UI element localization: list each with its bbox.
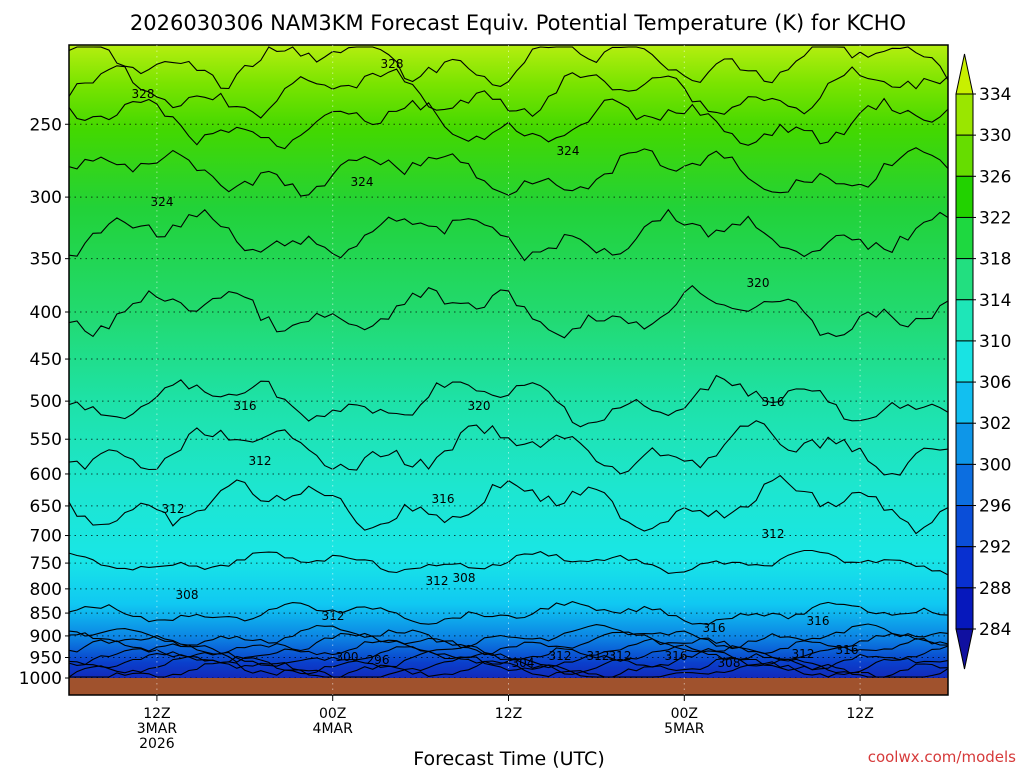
contour-line	[69, 601, 948, 626]
y-tick-label: 700	[30, 527, 62, 547]
y-tick-label: 800	[30, 580, 62, 600]
y-tick-label: 600	[30, 465, 62, 485]
colorbar-bottom-arrow	[955, 628, 974, 670]
colorbar-label: 310	[979, 332, 1011, 352]
x-tick-label: 2026	[139, 736, 175, 752]
x-tick-label: 00Z	[319, 706, 346, 722]
contour-label: 324	[151, 195, 174, 209]
colorbar-segment	[955, 463, 974, 507]
x-tick-label: 3MAR	[137, 721, 178, 737]
contour-label: 320	[468, 399, 491, 413]
contour-label: 320	[747, 276, 770, 290]
contour-label: 312	[549, 649, 572, 663]
colorbar-label: 288	[979, 579, 1011, 599]
contour-label: 316	[234, 399, 257, 413]
contour-label: 316	[703, 621, 726, 635]
y-tick-label: 350	[30, 250, 62, 270]
ground-surface	[69, 678, 948, 695]
contour-label: 296	[367, 653, 390, 667]
colorbar-label: 314	[979, 291, 1011, 311]
colorbar-label: 326	[979, 167, 1011, 187]
contour-line	[69, 420, 948, 476]
y-tick-label: 250	[30, 115, 62, 135]
colorbar-segment	[955, 340, 974, 383]
y-tick-label: 450	[30, 350, 62, 370]
contour-label: 316	[762, 395, 785, 409]
colorbar-segment	[955, 299, 974, 342]
colorbar-label: 306	[979, 373, 1011, 393]
contour-label: 312	[587, 649, 610, 663]
colorbar-label: 318	[979, 250, 1011, 270]
contour-label: 328	[132, 87, 155, 101]
contour-label: 308	[176, 588, 199, 602]
colorbar-label: 330	[979, 126, 1011, 146]
colorbar-label: 296	[979, 497, 1011, 517]
contour-label: 316	[807, 614, 830, 628]
colorbar-segment	[955, 505, 974, 548]
contour-label: 312	[322, 609, 345, 623]
contour-label: 328	[381, 57, 404, 71]
y-tick-label: 900	[30, 627, 62, 647]
contour-line	[69, 46, 948, 90]
y-tick-label: 550	[30, 430, 62, 450]
contour-label: 312	[162, 502, 185, 516]
colorbar-segment	[955, 381, 974, 424]
colorbar-label: 334	[979, 85, 1011, 105]
colorbar-segment	[955, 93, 974, 136]
colorbar-label: 292	[979, 538, 1011, 558]
y-tick-label: 300	[30, 188, 62, 208]
contour-label: 308	[453, 571, 476, 585]
colorbar-segment	[955, 546, 974, 589]
colorbar-label: 300	[979, 455, 1011, 475]
y-tick-label: 750	[30, 554, 62, 574]
x-tick-label: 12Z	[495, 706, 522, 722]
x-tick-label: 00Z	[671, 706, 698, 722]
contour-line	[69, 623, 948, 650]
colorbar-segment	[955, 422, 974, 465]
colorbar-segment	[955, 134, 974, 177]
y-tick-label: 650	[30, 497, 62, 517]
colorbar-top-arrow	[955, 53, 974, 95]
colorbar-segment	[955, 258, 974, 301]
contour-label: 312	[609, 649, 632, 663]
contour-label: 312	[792, 647, 815, 661]
y-tick-label: 500	[30, 392, 62, 412]
contour-line	[69, 284, 948, 339]
y-tick-label: 1000	[19, 669, 62, 689]
contour-label: 316	[836, 643, 859, 657]
contour-line	[69, 660, 948, 678]
contour-line	[69, 147, 948, 197]
y-tick-label: 950	[30, 649, 62, 669]
chart-title: 2026030306 NAM3KM Forecast Equiv. Potent…	[130, 11, 906, 35]
colorbar-segment	[955, 216, 974, 260]
contour-line	[69, 631, 948, 656]
contour-label: 304	[512, 656, 535, 670]
colorbar-label: 322	[979, 208, 1011, 228]
y-tick-label: 400	[30, 303, 62, 323]
contour-label: 312	[426, 574, 449, 588]
x-axis-label: Forecast Time (UTC)	[413, 748, 604, 768]
x-tick-label: 5MAR	[664, 721, 705, 737]
x-tick-label: 12Z	[143, 706, 170, 722]
contour-line	[69, 637, 948, 663]
colorbar-label: 302	[979, 414, 1011, 434]
credit-text: coolwx.com/models	[868, 748, 1016, 766]
colorbar-segment	[955, 587, 974, 630]
colorbar-label: 284	[979, 620, 1011, 640]
contour-label: 308	[718, 656, 741, 670]
y-tick-label: 850	[30, 604, 62, 624]
contour-label: 312	[249, 454, 272, 468]
contour-label: 312	[762, 527, 785, 541]
contour-label: 324	[351, 175, 374, 189]
contour-line	[69, 374, 948, 428]
contour-label: 300	[336, 650, 359, 664]
contour-label: 324	[557, 144, 580, 158]
colorbar-segment	[955, 175, 974, 218]
contour-label: 316	[665, 649, 688, 663]
contour-label: 316	[432, 492, 455, 506]
contour-line	[69, 208, 948, 262]
x-tick-label: 4MAR	[313, 721, 354, 737]
x-tick-label: 12Z	[846, 706, 873, 722]
